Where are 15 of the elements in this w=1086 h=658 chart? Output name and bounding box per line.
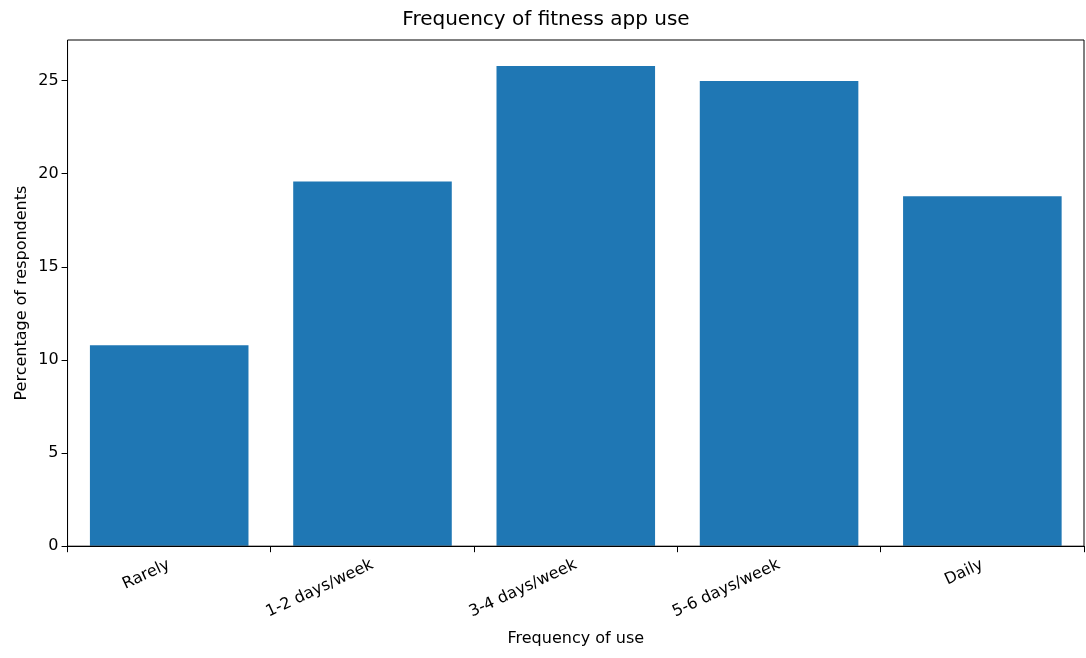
chart-title: Frequency of fitness app use (402, 6, 690, 31)
bar (699, 80, 859, 546)
x-axis-title: Frequency of use (507, 627, 645, 647)
y-tick-label: 10 (38, 349, 59, 369)
y-tick-label: 20 (38, 163, 59, 183)
bar (89, 345, 249, 546)
y-tick-label: 5 (48, 442, 59, 462)
bar (903, 196, 1062, 546)
bar (293, 181, 452, 546)
x-tick-label: Daily (941, 554, 986, 589)
y-axis-title: Percentage of respondents (10, 185, 30, 401)
y-tick-label: 25 (38, 70, 59, 90)
y-tick-label: 0 (48, 535, 59, 555)
bar (496, 66, 656, 546)
y-tick-label: 15 (38, 256, 59, 276)
